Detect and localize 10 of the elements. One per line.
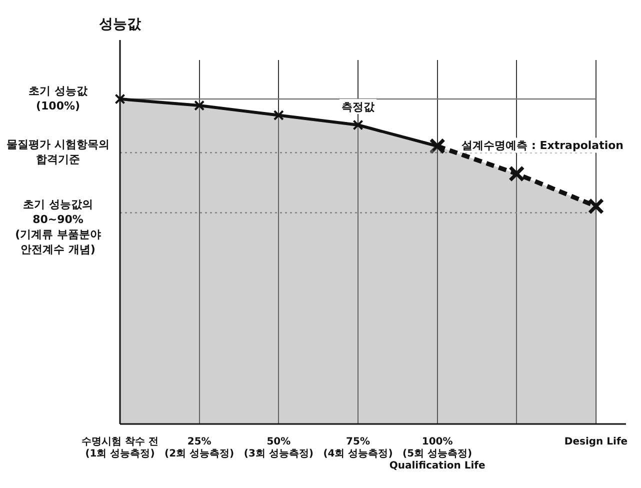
x-tick-label: 50% (3회 성능측정) (244, 436, 314, 460)
x-tick-label: Design Life (564, 436, 628, 448)
series-label: 설계수명예측 : Extrapolation (460, 139, 624, 152)
ref-line-label: 물질평가 시험항목의 합격기준 (6, 138, 110, 166)
x-tick-label: 수명시험 착수 전 (1회 성능측정) (82, 436, 158, 460)
ref-line-label: 초기 성능값 (100%) (28, 84, 88, 112)
ref-line-label: 초기 성능값의 80~90% (기계류 부품분야 안전계수 개념) (15, 198, 101, 256)
y-axis-title: 성능값 (99, 16, 142, 33)
x-tick-label: 25% (2회 성능측정) (164, 436, 234, 460)
series-label: 측정값 (342, 100, 376, 114)
